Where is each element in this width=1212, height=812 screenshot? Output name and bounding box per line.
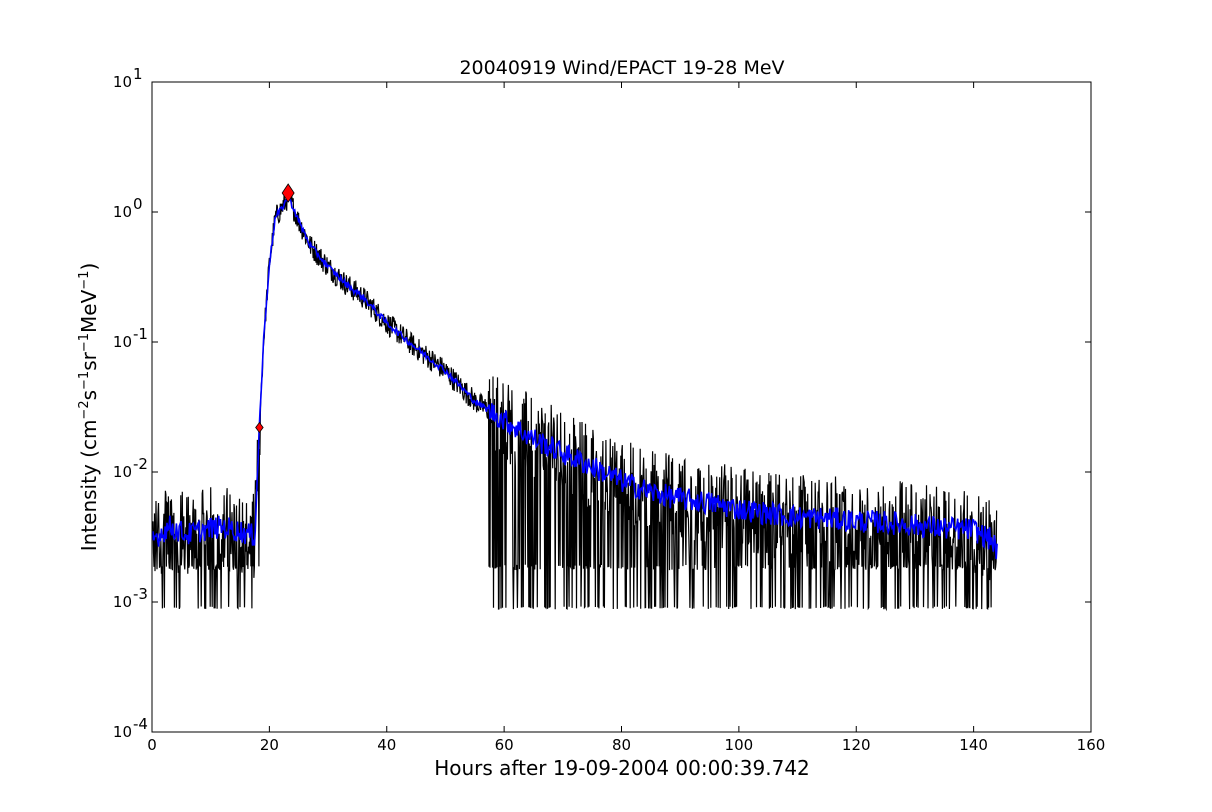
y-tick-label-exp: 0 xyxy=(133,195,143,213)
y-tick-label-exp: -3 xyxy=(133,585,148,603)
y-tick-label-exp: -4 xyxy=(133,715,148,733)
y-tick-label-exp: -1 xyxy=(133,325,148,343)
y-tick-label: 10 xyxy=(113,463,132,481)
y-tick-label: 10 xyxy=(113,593,132,611)
y-tick-label: 10 xyxy=(113,73,132,91)
y-label-exp-1: −2 xyxy=(77,400,92,419)
y-tick-label-exp: 1 xyxy=(133,65,143,83)
y-label-exp-3: −1 xyxy=(77,333,92,352)
x-tick-label: 80 xyxy=(612,736,631,754)
y-tick-label: 10 xyxy=(113,723,132,741)
y-label-exp-4: −1 xyxy=(77,271,92,290)
y-tick-label-exp: -2 xyxy=(133,455,148,473)
y-tick-label: 10 xyxy=(113,203,132,221)
y-label-prefix: Intensity (cm xyxy=(77,420,101,552)
smoothed-intensity-line xyxy=(152,195,998,560)
x-tick-label: 40 xyxy=(377,736,396,754)
x-tick-label: 60 xyxy=(495,736,514,754)
y-label-exp-2: −1 xyxy=(77,371,92,390)
y-label-suffix: ) xyxy=(77,263,101,271)
peak-marker xyxy=(281,183,295,203)
raw-series xyxy=(152,187,998,612)
x-axis-label: Hours after 19-09-2004 00:00:39.742 xyxy=(434,756,810,780)
y-label-sr: sr xyxy=(77,351,101,370)
y-tick-label: 10 xyxy=(113,333,132,351)
y-label-mev: MeV xyxy=(77,289,101,333)
y-label-s: s xyxy=(77,390,101,400)
smoothed-series xyxy=(152,195,998,560)
x-tick-label: 120 xyxy=(842,736,871,754)
x-tick-label: 140 xyxy=(959,736,988,754)
x-tick-label: 0 xyxy=(147,736,157,754)
onset-marker xyxy=(255,421,264,434)
x-tick-label: 20 xyxy=(260,736,279,754)
x-tick-label: 160 xyxy=(1077,736,1106,754)
y-axis-label: Intensity (cm−2s−1sr−1MeV−1) xyxy=(77,263,101,552)
chart-title: 20040919 Wind/EPACT 19-28 MeV xyxy=(459,57,784,79)
x-tick-label: 100 xyxy=(725,736,754,754)
raw-intensity-line xyxy=(152,187,998,612)
markers xyxy=(255,183,295,434)
x-axis-ticks: 0 20 40 60 80 100 120 140 160 xyxy=(147,82,1105,754)
